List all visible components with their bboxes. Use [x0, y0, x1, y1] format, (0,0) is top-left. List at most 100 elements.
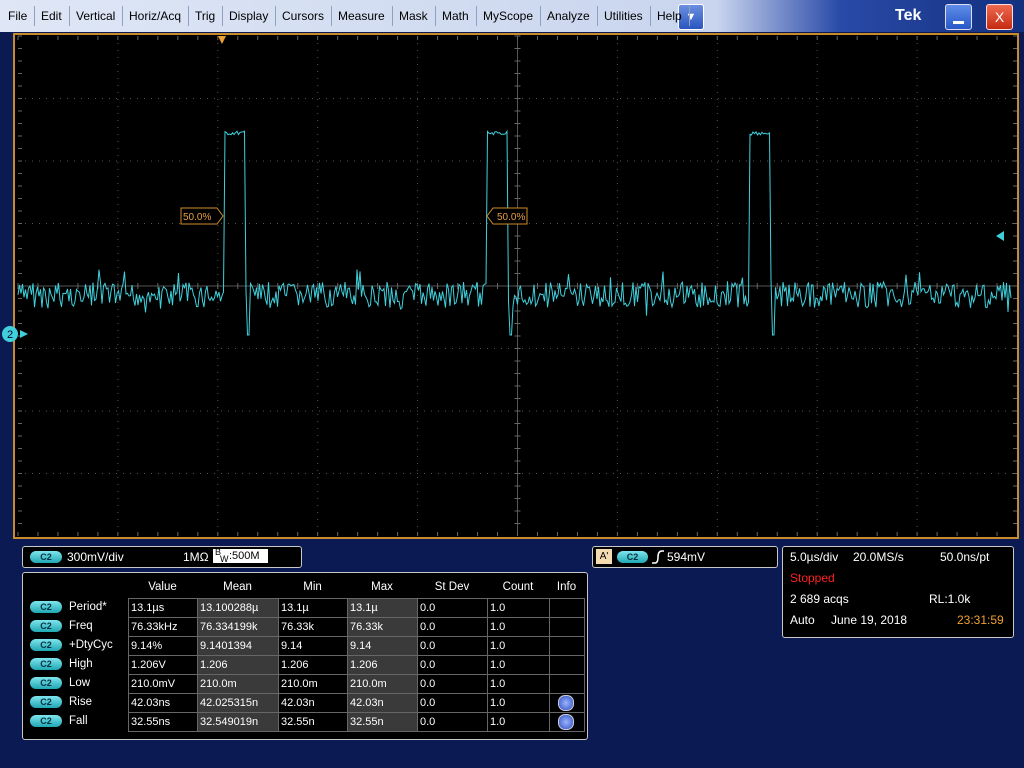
menu-separator [122, 6, 123, 26]
acq-record-length: RL:1.0k [929, 592, 971, 606]
menu-separator [69, 6, 70, 26]
acq-state: Stopped [790, 571, 835, 585]
table-cell: 9.14 [347, 636, 418, 656]
acq-date: June 19, 2018 [831, 613, 908, 627]
table-cell: 9.1401394 [197, 636, 279, 656]
menu-separator [222, 6, 223, 26]
level-marker [486, 207, 528, 225]
brand: Tek [895, 7, 922, 24]
menu-separator [540, 6, 541, 26]
acq-time: 23:31:59 [957, 613, 1004, 627]
table-cell: 1.0 [487, 636, 550, 656]
acq-resolution: 50.0ns/pt [940, 550, 990, 564]
channel-impedance: 1MΩ [183, 550, 209, 564]
column-header: Max [371, 581, 393, 593]
menu-item[interactable]: Horiz/Acq [129, 9, 182, 23]
bandwidth: :500M [229, 550, 260, 562]
menu-separator [597, 6, 598, 26]
menu-item[interactable]: Measure [338, 9, 385, 23]
menu-item[interactable]: Cursors [282, 9, 325, 23]
source-badge: C2 [30, 677, 62, 689]
graticule: 50.0% 50.0% 2 [2, 33, 1019, 539]
measurement-name: Low [69, 677, 91, 689]
table-cell: 13.100288µ [197, 598, 279, 618]
info-icon[interactable] [558, 714, 574, 730]
trigger-position [218, 36, 226, 44]
column-header: Count [502, 581, 534, 593]
source-badge: C2 [30, 696, 62, 708]
menu-separator [392, 6, 393, 26]
column-header: Min [303, 581, 322, 593]
menu-separator [476, 6, 477, 26]
source-badge: C2 [30, 639, 62, 651]
table-cell [549, 598, 585, 618]
table-cell: 76.33kHz [128, 617, 198, 637]
table-cell: 32.55ns [128, 712, 198, 732]
menu-item[interactable]: Mask [399, 9, 428, 23]
menu-item[interactable]: File [8, 9, 28, 23]
trigger-level-marker [996, 231, 1004, 241]
table-cell: 0.0 [417, 617, 488, 637]
minimize-button[interactable] [945, 4, 972, 30]
table-cell: 32.55n [278, 712, 348, 732]
menu-item[interactable]: Analyze [547, 9, 590, 23]
waveform-trace [17, 129, 1012, 336]
table-cell [549, 674, 585, 694]
table-cell: 210.0mV [128, 674, 198, 694]
acq-panel [782, 546, 1014, 638]
menu-item[interactable]: Trig [195, 9, 216, 23]
table-cell: 13.1µ [278, 598, 348, 618]
measurement-name: Period* [69, 601, 107, 613]
dropdown-button[interactable]: ▼ [678, 4, 704, 30]
source-badge: C2 [30, 601, 62, 613]
channel-marker [2, 326, 18, 342]
bw-sub: W [220, 554, 229, 564]
menu-item[interactable]: Math [442, 9, 469, 23]
table-cell: 0.0 [417, 674, 488, 694]
table-cell: 1.0 [487, 598, 550, 618]
table-cell [549, 636, 585, 656]
column-header: St Dev [434, 581, 470, 593]
measurement-name: Fall [69, 715, 88, 727]
menu-item[interactable]: Vertical [76, 9, 116, 23]
menu-item[interactable]: MyScope [483, 9, 534, 23]
table-cell: 0.0 [417, 712, 488, 732]
table-cell: 0.0 [417, 655, 488, 675]
channel-arrow [20, 330, 28, 338]
menu-separator [689, 6, 690, 26]
table-cell: 13.1µs [128, 598, 198, 618]
table-cell: 1.0 [487, 655, 550, 675]
level-label: 50.0% [183, 212, 211, 223]
table-cell: 1.0 [487, 674, 550, 694]
menu-item[interactable]: Edit [41, 9, 62, 23]
menu-item[interactable]: Display [229, 9, 269, 23]
measurement-name: High [69, 658, 93, 670]
table-cell: 0.0 [417, 598, 488, 618]
trigger-channel: C2 [617, 551, 648, 563]
menu-separator [275, 6, 276, 26]
slope-icon [652, 550, 664, 564]
table-cell: 42.03ns [128, 693, 198, 713]
menu-bar [0, 0, 1024, 32]
level-label: 50.0% [497, 212, 525, 223]
menu-separator [34, 6, 35, 26]
source-badge: C2 [30, 620, 62, 632]
menu-item[interactable]: Help [657, 9, 682, 23]
table-cell: 210.0m [278, 674, 348, 694]
close-button[interactable]: X [986, 4, 1013, 30]
source-badge: C2 [30, 715, 62, 727]
menu-separator [435, 6, 436, 26]
table-cell: 13.1µ [347, 598, 418, 618]
table-cell: 1.206 [278, 655, 348, 675]
menu-item[interactable]: Utilities [604, 9, 643, 23]
table-cell: 0.0 [417, 693, 488, 713]
table-cell: 32.55n [347, 712, 418, 732]
table-cell: 76.33k [278, 617, 348, 637]
measurement-name: Rise [69, 696, 93, 708]
column-header: Info [556, 581, 577, 593]
measurement-name: Freq [69, 620, 93, 632]
menu-separator [650, 6, 651, 26]
table-cell: 9.14 [278, 636, 348, 656]
info-icon[interactable] [558, 695, 574, 711]
table-cell: 76.33k [347, 617, 418, 637]
